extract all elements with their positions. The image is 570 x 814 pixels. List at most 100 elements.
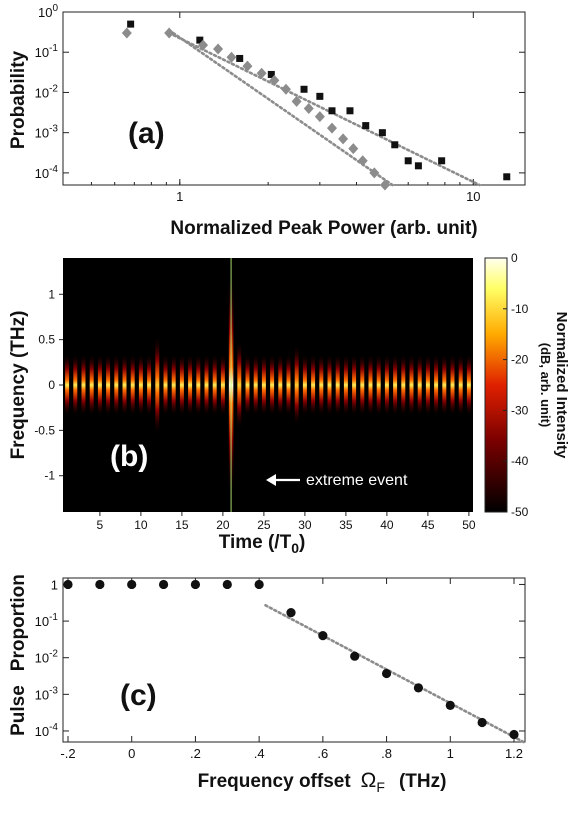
pulse-18 xyxy=(204,353,209,417)
data-point-diamond-10 xyxy=(303,102,314,114)
y-tick-label-a-1-base: 10 xyxy=(35,45,49,60)
x-tick-label-b-0: 5 xyxy=(97,518,104,532)
y-tick-label-b-0: 1 xyxy=(48,287,55,301)
x-tick-label-b-4: 25 xyxy=(257,518,271,532)
pulse-30 xyxy=(302,353,307,417)
colorbar-tick-label-2: -20 xyxy=(511,353,529,367)
data-point-diamond-17 xyxy=(379,179,390,191)
pulse-24 xyxy=(253,353,258,417)
omega-symbol: Ω xyxy=(361,769,377,792)
x-tick-label-a-0: 1 xyxy=(176,189,183,204)
x-tick-label-b-5: 30 xyxy=(298,518,312,532)
y-tick-label-b-2: 0 xyxy=(48,378,55,392)
x-tick-label-c-2: .2 xyxy=(190,746,201,761)
pulse-5 xyxy=(97,353,102,417)
data-point-square-5 xyxy=(316,92,324,100)
x-tick-label-b-8: 45 xyxy=(421,518,435,532)
pulse-33 xyxy=(327,353,332,417)
pulse-32 xyxy=(319,353,324,417)
data-point-circle-2 xyxy=(127,579,137,590)
pulse-38 xyxy=(368,353,373,417)
arrowhead-icon xyxy=(266,474,276,486)
heatmap-pulses xyxy=(65,258,471,512)
panel-c-fit-lines xyxy=(264,603,525,744)
y-tick-label-c-3-exponent: -3 xyxy=(49,685,58,696)
data-point-circle-5 xyxy=(222,579,232,590)
pulse-9 xyxy=(130,353,135,417)
pulse-45 xyxy=(425,353,430,417)
pulse-44 xyxy=(417,353,422,417)
y-tick-label-a-2-base: 10 xyxy=(35,85,49,100)
pulse-27 xyxy=(278,353,283,417)
x-tick-label-c-1: 0 xyxy=(128,746,135,761)
pulse-17 xyxy=(196,353,201,417)
pulse-4 xyxy=(89,353,94,417)
y-tick-label-a-0-base: 10 xyxy=(38,5,52,20)
pulse-22 xyxy=(237,339,242,431)
data-point-circle-11 xyxy=(413,683,424,693)
y-tick-label-c-1: 10-1 xyxy=(35,612,59,629)
panel-a-label: (a) xyxy=(128,117,165,150)
data-point-square-8 xyxy=(362,122,370,130)
pulse-46 xyxy=(434,353,439,417)
x-axis-label-subscript: 0 xyxy=(291,540,299,556)
pulse-39 xyxy=(376,353,381,417)
y-tick-label-c-1-exponent: -1 xyxy=(49,612,58,623)
y-tick-label-b-4: -1 xyxy=(44,469,55,483)
extreme-event-annotation: extreme event xyxy=(266,472,408,489)
panel-b-label: (b) xyxy=(110,440,148,473)
data-point-square-13 xyxy=(438,157,446,165)
pulse-23 xyxy=(245,353,250,417)
panel-c-x-axis-label: Frequency offset ΩF (THz) xyxy=(198,769,447,795)
x-tick-label-c-3: .4 xyxy=(254,746,265,761)
y-tick-label-a-1-exponent: -1 xyxy=(49,43,58,54)
colorbar-tick-label-0: 0 xyxy=(511,251,518,265)
pulse-49 xyxy=(458,353,463,417)
data-point-square-4 xyxy=(300,85,308,93)
data-point-diamond-15 xyxy=(357,155,368,167)
data-point-square-1 xyxy=(196,36,204,44)
data-point-circle-7 xyxy=(286,608,296,618)
panel-b-x-axis-label: Time (/T0) xyxy=(219,532,306,556)
data-point-diamond-12 xyxy=(326,122,337,134)
pulse-1 xyxy=(65,353,70,417)
y-tick-label-b-1: 0.5 xyxy=(38,333,55,347)
pulse-2 xyxy=(73,353,78,417)
data-point-diamond-9 xyxy=(291,95,302,107)
data-point-diamond-13 xyxy=(338,133,349,145)
pulse-20 xyxy=(220,353,225,417)
y-tick-label-c-3: 10-3 xyxy=(35,685,59,702)
data-point-square-14 xyxy=(503,173,511,181)
pulse-25 xyxy=(261,353,266,417)
data-point-circle-1 xyxy=(95,579,105,590)
data-point-square-7 xyxy=(346,107,354,115)
data-point-circle-10 xyxy=(381,668,392,679)
y-tick-label-a-0-exponent: 0 xyxy=(52,3,58,14)
data-point-circle-0 xyxy=(63,579,73,590)
pulse-10 xyxy=(138,353,143,417)
data-point-diamond-7 xyxy=(269,74,280,86)
pulse-15 xyxy=(179,353,184,417)
pulse-47 xyxy=(442,353,447,417)
colorbar-label: Normalized Intensity xyxy=(553,312,570,459)
x-tick-label-b-3: 20 xyxy=(216,518,230,532)
y-tick-label-a-0: 100 xyxy=(38,3,58,20)
panel-b-ticks: 5 10 15 20 25 30 35 40 45 50 1 0.5 0 -0.5 -1 xyxy=(34,287,476,532)
x-tick-label-b-2: 15 xyxy=(175,518,189,532)
x-tick-label-c-4: .6 xyxy=(317,746,328,761)
pulse-8 xyxy=(122,353,127,417)
x-tick-label-c-7: 1.2 xyxy=(505,746,523,761)
x-tick-label-c-6: 1 xyxy=(447,746,454,761)
data-point-diamond-4 xyxy=(226,51,237,63)
data-point-square-12 xyxy=(414,162,422,170)
y-tick-label-c-4: 10-4 xyxy=(35,722,59,739)
y-tick-label-a-4: 10-4 xyxy=(35,164,59,181)
pulse-28 xyxy=(286,353,291,417)
y-tick-label-a-4-base: 10 xyxy=(35,166,49,181)
pulse-50 xyxy=(466,353,471,417)
x-tick-label-a-1: 10 xyxy=(466,189,480,204)
pulse-29 xyxy=(294,344,299,426)
fit-line-a-1 xyxy=(171,31,394,187)
y-tick-label-a-3-base: 10 xyxy=(35,126,49,141)
